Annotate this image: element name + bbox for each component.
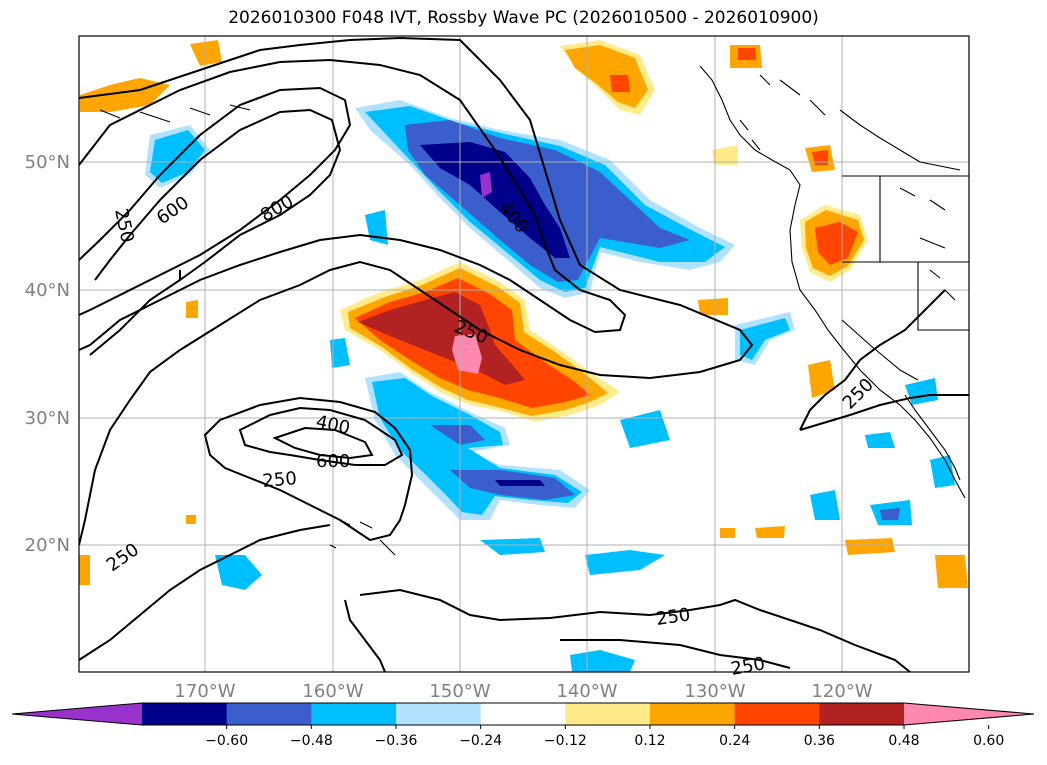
colorbar-outline — [11, 702, 1035, 726]
negative-anomaly-region — [865, 432, 895, 448]
colorbar-tick-label: −0.12 — [544, 733, 587, 749]
negative-anomaly-region — [570, 650, 635, 672]
colorbar-tick-label: −0.36 — [375, 733, 418, 749]
lon-label: 130°W — [684, 681, 745, 702]
colorbar-segment — [226, 703, 312, 725]
colorbar-tick-label: −0.24 — [459, 733, 502, 749]
positive-anomaly-region — [812, 150, 828, 165]
negative-anomaly-region — [215, 555, 262, 590]
colorbar-tick-label: 0.48 — [888, 733, 919, 749]
positive-anomaly-region — [815, 222, 858, 265]
positive-anomaly-region — [79, 555, 90, 585]
negative-anomaly-region — [420, 142, 570, 258]
negative-anomaly-region — [480, 538, 545, 555]
map-frame — [78, 35, 970, 673]
longitude-labels: 170°W 160°W 150°W 140°W 130°W 120°W — [174, 681, 872, 702]
lon-label: 170°W — [174, 681, 235, 702]
contour-label: 250 — [655, 604, 692, 630]
colorbar-tick-label: −0.60 — [205, 733, 248, 749]
negative-anomaly-region — [480, 172, 492, 198]
colorbar-segment — [904, 703, 1034, 725]
lat-label: 40°N — [25, 280, 70, 301]
colorbar-segment — [565, 703, 651, 725]
positive-anomaly-region — [186, 515, 196, 524]
negative-anomaly-region — [585, 550, 665, 575]
gridlines — [79, 36, 969, 672]
lat-label: 50°N — [25, 152, 70, 173]
positive-anomaly-region — [358, 292, 525, 385]
positive-anomaly-region — [738, 48, 756, 60]
positive-anomaly-region — [698, 298, 728, 315]
lon-label: 120°W — [811, 681, 872, 702]
negative-anomaly-region — [930, 455, 955, 488]
positive-anomaly-region — [720, 528, 735, 538]
lon-label: 140°W — [556, 681, 617, 702]
positive-anomaly-region — [610, 75, 630, 92]
ivt-contours — [79, 36, 969, 672]
coastlines — [99, 65, 969, 556]
negative-anomaly-region — [810, 490, 840, 520]
positive-anomaly-region — [565, 45, 648, 108]
colorbar-tick-label: −0.48 — [290, 733, 333, 749]
ivt-anomaly-fill — [79, 40, 968, 672]
colorbar-tick-label: 0.60 — [973, 733, 1004, 749]
colorbar-segment — [480, 703, 566, 725]
lat-label: 30°N — [25, 408, 70, 429]
lon-label: 150°W — [429, 681, 490, 702]
colorbar-segment — [311, 703, 397, 725]
colorbar-segment — [734, 703, 820, 725]
colorbar-segment — [650, 703, 736, 725]
positive-anomaly-region — [845, 538, 895, 555]
colorbar-segment — [396, 703, 482, 725]
colorbar-tick-label: 0.12 — [634, 733, 665, 749]
negative-anomaly-region — [620, 410, 670, 448]
contour-label: 600 — [316, 451, 350, 472]
positive-anomaly-region — [755, 526, 785, 538]
colorbar — [11, 702, 1035, 726]
negative-anomaly-region — [880, 508, 900, 520]
positive-anomaly-region — [712, 145, 738, 165]
colorbar-tick-label: 0.36 — [804, 733, 835, 749]
positive-anomaly-region — [935, 555, 968, 588]
contour-label: 250 — [729, 653, 766, 680]
latitude-labels: 50°N 40°N 30°N 20°N — [25, 152, 70, 556]
colorbar-segment — [142, 703, 228, 725]
colorbar-segment — [12, 703, 142, 725]
negative-anomaly-region — [740, 318, 790, 360]
colorbar-tick-label: 0.24 — [719, 733, 750, 749]
lat-label: 20°N — [25, 535, 70, 556]
colorbar-tick-labels: −0.60 −0.48 −0.36 −0.24 −0.12 0.12 0.24 0.36 0.4… — [205, 725, 1004, 749]
positive-anomaly-region — [190, 40, 222, 66]
map-title: 2026010300 F048 IVT, Rossby Wave PC (202… — [228, 8, 819, 28]
positive-anomaly-region — [186, 300, 198, 318]
positive-anomaly-region — [808, 360, 835, 398]
lon-label: 160°W — [302, 681, 363, 702]
colorbar-segment — [819, 703, 905, 725]
negative-anomaly-region — [330, 338, 350, 368]
contour-label: 250 — [262, 468, 298, 492]
negative-anomaly-region — [495, 480, 545, 486]
